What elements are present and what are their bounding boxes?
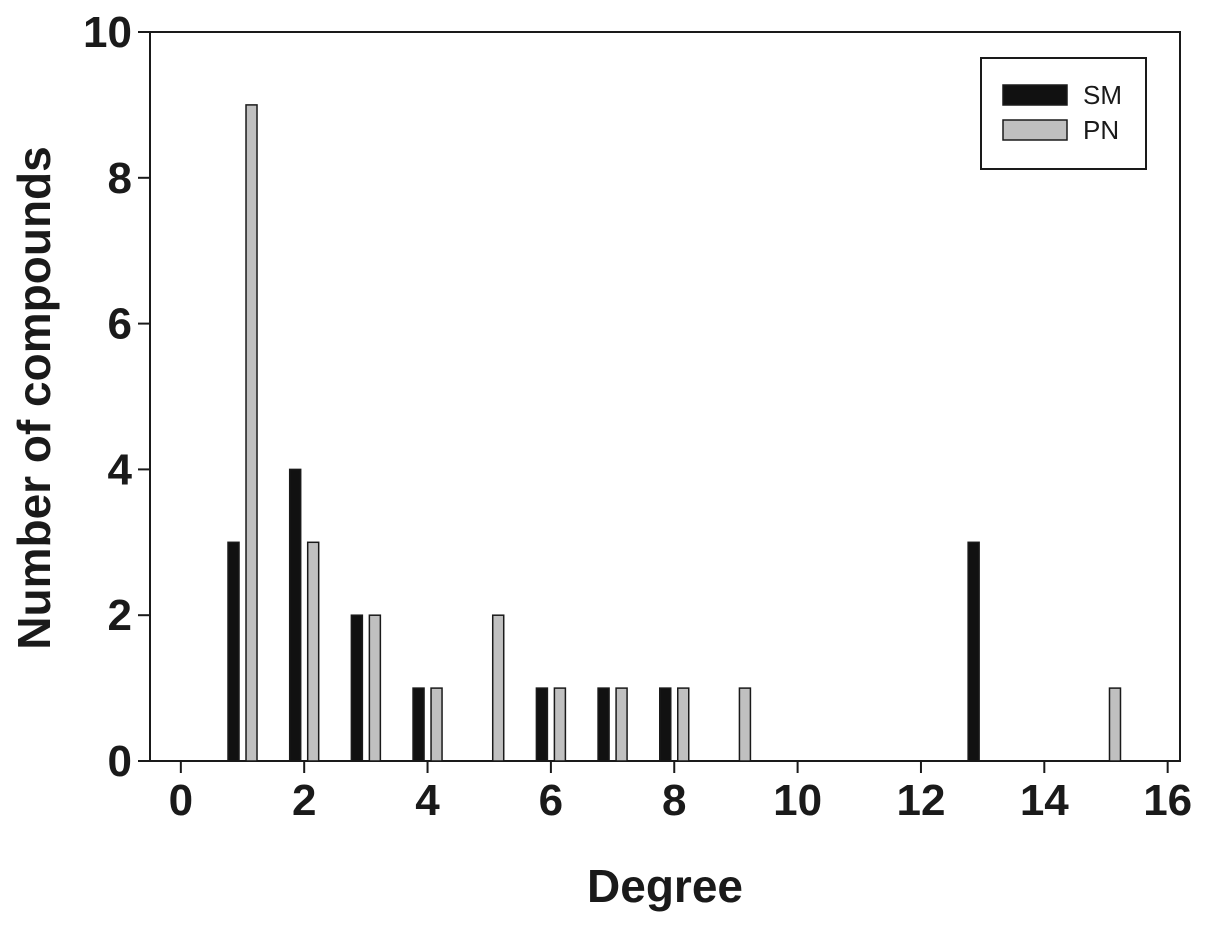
y-tick-label: 0 bbox=[108, 737, 132, 786]
bar-pn-7 bbox=[615, 687, 628, 762]
y-tick-label: 2 bbox=[108, 591, 132, 640]
bar-sm-1 bbox=[227, 541, 240, 762]
legend-frame bbox=[980, 57, 1147, 170]
x-axis-title: Degree bbox=[587, 860, 743, 912]
legend-label-pn: PN bbox=[1083, 115, 1119, 145]
x-tick-label: 14 bbox=[1020, 776, 1069, 825]
x-tick-label: 2 bbox=[292, 776, 316, 825]
bar-pn-9 bbox=[738, 687, 752, 762]
bar-pn-15 bbox=[1108, 687, 1122, 762]
y-axis: 0 2 4 6 8 10 bbox=[83, 8, 150, 786]
bar-pn-1 bbox=[245, 104, 258, 762]
x-tick-label: 8 bbox=[662, 776, 686, 825]
bar-sm-3 bbox=[350, 614, 364, 762]
y-axis-title: Number of compounds bbox=[8, 146, 60, 649]
bar-sm-7 bbox=[597, 687, 610, 762]
bar-pn-5 bbox=[491, 614, 505, 762]
x-axis: 0 2 4 6 8 10 12 14 16 bbox=[169, 761, 1192, 825]
bar-pn-6 bbox=[553, 687, 567, 762]
x-tick-label: 16 bbox=[1143, 776, 1192, 825]
legend-swatch-sm bbox=[1002, 84, 1068, 106]
x-tick-label: 4 bbox=[415, 776, 440, 825]
bar-pn-4 bbox=[430, 687, 443, 762]
x-tick-label: 6 bbox=[539, 776, 563, 825]
x-tick-label: 10 bbox=[773, 776, 822, 825]
bar-sm-13 bbox=[967, 541, 980, 762]
bar-pn-3 bbox=[368, 614, 382, 762]
y-tick-label: 4 bbox=[108, 445, 133, 494]
bar-sm-8 bbox=[659, 687, 672, 762]
legend-label-sm: SM bbox=[1083, 80, 1122, 110]
bar-sm-2 bbox=[288, 468, 302, 762]
y-tick-label: 10 bbox=[83, 8, 132, 57]
bar-pn-2 bbox=[306, 541, 320, 762]
bar-sm-6 bbox=[535, 687, 549, 762]
legend: SM PN bbox=[980, 57, 1147, 170]
bars-layer bbox=[227, 104, 1122, 762]
x-tick-label: 12 bbox=[896, 776, 945, 825]
bar-sm-4 bbox=[412, 687, 425, 762]
bar-pn-8 bbox=[677, 687, 690, 762]
x-tick-label: 0 bbox=[169, 776, 193, 825]
y-tick-label: 6 bbox=[108, 300, 132, 349]
legend-swatch-pn bbox=[1002, 119, 1068, 141]
y-tick-label: 8 bbox=[108, 154, 132, 203]
